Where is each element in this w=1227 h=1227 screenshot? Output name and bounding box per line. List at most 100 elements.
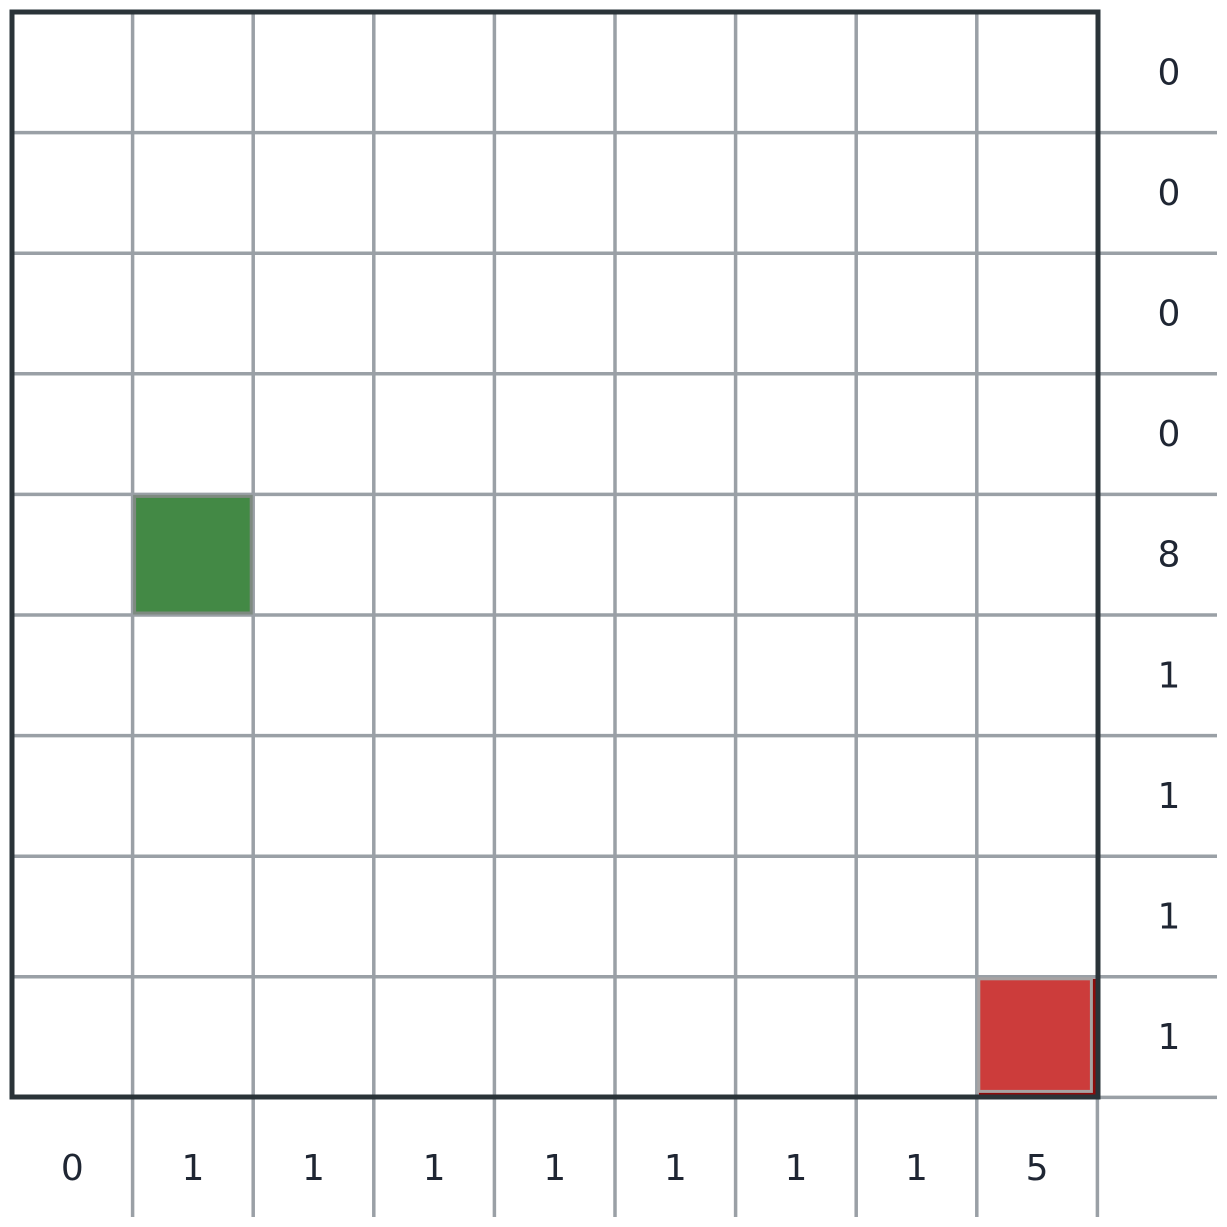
grid-cell-r8-c3[interactable]	[373, 976, 495, 1098]
end-cell-red[interactable]	[977, 977, 1093, 1093]
row-clue-6: 1	[1158, 776, 1181, 817]
row-clue-0: 0	[1158, 52, 1181, 93]
grid-cell-r5-c4[interactable]	[494, 615, 615, 736]
column-clue-1: 1	[181, 1148, 204, 1189]
grid-cell-r6-c6[interactable]	[735, 735, 857, 857]
grid-cell-r1-c6[interactable]	[735, 132, 857, 254]
grid-cell-r2-c6[interactable]	[735, 253, 857, 374]
grid-cell-r4-c2[interactable]	[253, 494, 374, 615]
row-clue-1: 0	[1158, 173, 1181, 214]
marked-cells	[133, 494, 1098, 1098]
column-clue-0: 0	[61, 1148, 84, 1189]
grid-cell-r3-c6[interactable]	[735, 373, 857, 495]
grid-cell-r6-c8[interactable]	[976, 735, 1098, 857]
grid-cell-r6-c5[interactable]	[615, 735, 736, 857]
grid-cell-r4-c6[interactable]	[735, 494, 857, 615]
row-clue-8: 1	[1158, 1017, 1181, 1058]
grid-cell-r5-c8[interactable]	[976, 615, 1098, 736]
grid-cell-r3-c8[interactable]	[976, 373, 1098, 495]
grid-cell-r5-c6[interactable]	[735, 615, 857, 736]
grid-cell-r2-c8[interactable]	[976, 253, 1098, 374]
grid-cell-r3-c7[interactable]	[856, 373, 977, 495]
grid-cell-r1-c7[interactable]	[856, 132, 977, 254]
grid-cell-r2-c3[interactable]	[373, 253, 495, 374]
grid-cell-r5-c7[interactable]	[856, 615, 977, 736]
grid-cell-r5-c1[interactable]	[132, 615, 254, 736]
grid-cell-r0-c7[interactable]	[856, 12, 977, 133]
grid-cell-r7-c7[interactable]	[856, 856, 977, 977]
cells-layer	[12, 12, 1098, 1098]
grid-cell-r6-c3[interactable]	[373, 735, 495, 857]
row-clue-3: 0	[1158, 414, 1181, 455]
grid-cell-r5-c3[interactable]	[373, 615, 495, 736]
grid-cell-r2-c4[interactable]	[494, 253, 615, 374]
grid-cell-r1-c0[interactable]	[12, 132, 133, 254]
grid-cell-r2-c7[interactable]	[856, 253, 977, 374]
row-clue-7: 1	[1158, 897, 1181, 938]
grid-cell-r1-c1[interactable]	[132, 132, 254, 254]
grid-cell-r3-c0[interactable]	[12, 373, 133, 495]
grid-cell-r8-c5[interactable]	[615, 976, 736, 1098]
grid-cell-r6-c0[interactable]	[12, 735, 133, 857]
row-clues: 0 0 0 0 8 1 1 1 1	[1158, 52, 1181, 1058]
grid-cell-r0-c6[interactable]	[735, 12, 857, 133]
grid-cell-r2-c5[interactable]	[615, 253, 736, 374]
grid-cell-r8-c7[interactable]	[856, 976, 977, 1098]
grid-cell-r7-c6[interactable]	[735, 856, 857, 977]
column-clues: 0 1 1 1 1 1 1 1 5	[61, 1148, 1049, 1189]
grid-cell-r6-c4[interactable]	[494, 735, 615, 857]
grid-cell-r5-c0[interactable]	[12, 615, 133, 736]
grid-cell-r1-c2[interactable]	[253, 132, 374, 254]
grid-cell-r0-c5[interactable]	[615, 12, 736, 133]
grid-cell-r0-c0[interactable]	[12, 12, 133, 133]
grid-cell-r7-c2[interactable]	[253, 856, 374, 977]
grid-cell-r4-c7[interactable]	[856, 494, 977, 615]
grid-cell-r0-c1[interactable]	[132, 12, 254, 133]
grid-cell-r8-c4[interactable]	[494, 976, 615, 1098]
grid-cell-r4-c0[interactable]	[12, 494, 133, 615]
grid-cell-r8-c2[interactable]	[253, 976, 374, 1098]
grid-cell-r1-c4[interactable]	[494, 132, 615, 254]
grid-cell-r2-c0[interactable]	[12, 253, 133, 374]
grid-cell-r7-c8[interactable]	[976, 856, 1098, 977]
grid-cell-r7-c5[interactable]	[615, 856, 736, 977]
grid-cell-r5-c2[interactable]	[253, 615, 374, 736]
grid-cell-r3-c5[interactable]	[615, 373, 736, 495]
grid-cell-r5-c5[interactable]	[615, 615, 736, 736]
grid-cell-r4-c3[interactable]	[373, 494, 495, 615]
grid-cell-r8-c0[interactable]	[12, 976, 133, 1098]
grid-cell-r1-c8[interactable]	[976, 132, 1098, 254]
grid-cell-r7-c1[interactable]	[132, 856, 254, 977]
grid-cell-r1-c5[interactable]	[615, 132, 736, 254]
column-clue-6: 1	[784, 1148, 807, 1189]
grid-cell-r4-c5[interactable]	[615, 494, 736, 615]
row-clue-4: 8	[1158, 535, 1181, 576]
grid-cell-r7-c3[interactable]	[373, 856, 495, 977]
grid-cell-r8-c1[interactable]	[132, 976, 254, 1098]
grid-cell-r3-c2[interactable]	[253, 373, 374, 495]
grid-cell-r4-c4[interactable]	[494, 494, 615, 615]
grid-cell-r6-c7[interactable]	[856, 735, 977, 857]
grid-cell-r7-c4[interactable]	[494, 856, 615, 977]
column-clue-3: 1	[423, 1148, 446, 1189]
grid-cell-r2-c2[interactable]	[253, 253, 374, 374]
grid-cell-r3-c1[interactable]	[132, 373, 254, 495]
grid-cell-r0-c2[interactable]	[253, 12, 374, 133]
grid-cell-r0-c8[interactable]	[976, 12, 1098, 133]
grid-cell-r3-c4[interactable]	[494, 373, 615, 495]
grid-cell-r0-c4[interactable]	[494, 12, 615, 133]
grid-cell-r7-c0[interactable]	[12, 856, 133, 977]
grid-cell-r2-c1[interactable]	[132, 253, 254, 374]
grid-cell-r1-c3[interactable]	[373, 132, 495, 254]
start-cell-green[interactable]	[133, 494, 253, 615]
grid-cell-r8-c6[interactable]	[735, 976, 857, 1098]
grid-cell-r0-c3[interactable]	[373, 12, 495, 133]
grid-cell-r4-c8[interactable]	[976, 494, 1098, 615]
grid-cell-r3-c3[interactable]	[373, 373, 495, 495]
grid-cell-r6-c1[interactable]	[132, 735, 254, 857]
grid-cell-r6-c2[interactable]	[253, 735, 374, 857]
column-clue-5: 1	[664, 1148, 687, 1189]
column-clue-8: 5	[1026, 1148, 1049, 1189]
row-clue-5: 1	[1158, 655, 1181, 696]
